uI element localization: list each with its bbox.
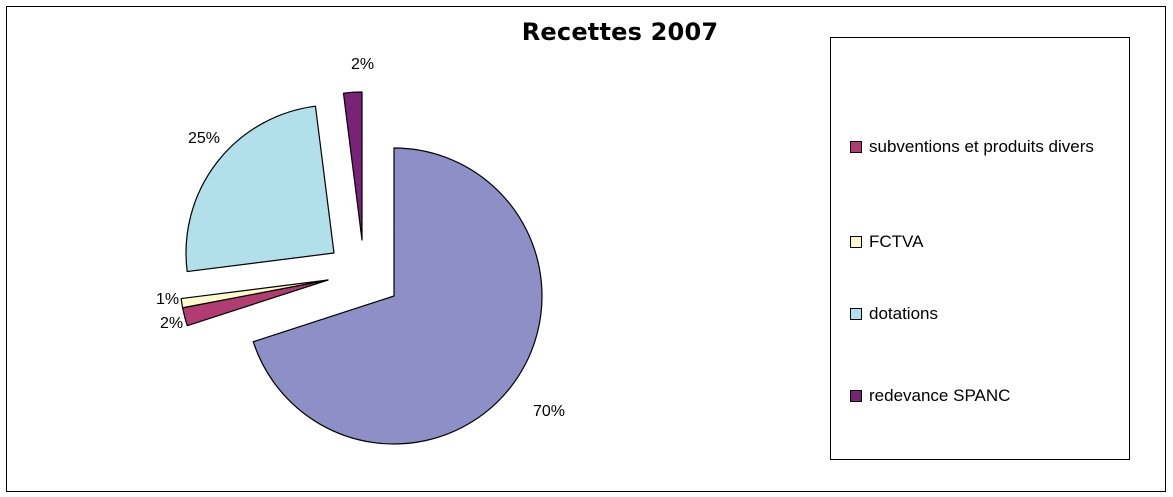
pie-chart: 2% 1% 25% 2% 70% <box>156 56 565 445</box>
label-fctva: 1% <box>156 291 179 308</box>
chart-legend: subventions et produits divers FCTVA dotat… <box>830 37 1130 460</box>
slice-redevance <box>342 91 363 241</box>
chart-title: Recettes 2007 <box>521 18 719 46</box>
legend-label: subventions et produits divers <box>869 137 1094 156</box>
label-subventions: 2% <box>160 315 183 332</box>
slice-fctva <box>180 279 329 309</box>
legend-swatch <box>850 308 862 320</box>
legend-label: FCTVA <box>869 232 924 251</box>
legend-swatch <box>850 236 862 248</box>
legend-label: redevance SPANC <box>869 386 1011 405</box>
legend-item-redevance: redevance SPANC <box>850 383 1119 409</box>
legend-swatch <box>850 390 862 402</box>
label-redevance: 2% <box>351 56 374 73</box>
legend-item-dotations: dotations <box>850 301 1119 327</box>
slice-dotations <box>185 105 335 273</box>
legend-item-subventions: subventions et produits divers <box>850 134 1119 160</box>
label-dotations: 25% <box>188 130 220 147</box>
slice-main <box>252 147 543 445</box>
legend-swatch <box>850 141 862 153</box>
label-main: 70% <box>533 403 565 420</box>
legend-label: dotations <box>869 304 938 323</box>
legend-item-fctva: FCTVA <box>850 229 1119 255</box>
